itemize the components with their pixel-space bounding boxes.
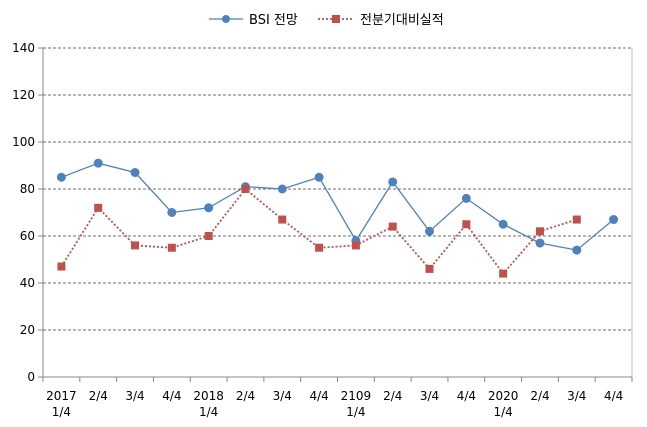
y-tick-label: 40 <box>20 276 35 290</box>
data-point <box>241 185 250 193</box>
y-tick-label: 120 <box>12 88 35 102</box>
data-point <box>57 262 66 271</box>
x-tick-label: 3/4 <box>125 389 144 403</box>
legend-label: BSI 전망 <box>249 13 298 28</box>
data-point <box>93 158 103 168</box>
y-tick-label: 80 <box>20 182 35 196</box>
data-point <box>425 264 434 273</box>
x-tick-label: 2018 <box>193 389 224 403</box>
data-point <box>572 245 582 255</box>
data-point <box>56 172 66 182</box>
x-tick-label: 3/4 <box>567 389 586 403</box>
y-tick-label: 140 <box>12 41 35 55</box>
x-axis-ticks: 2017 1/4 2/4 3/4 4/4 2018 1/4 2/4 3/4 4/4 2109 1/4 2… <box>46 389 623 419</box>
data-point <box>535 227 544 236</box>
axes <box>38 47 633 382</box>
x-tick-label-year-quarter: 1/4 <box>199 405 218 419</box>
data-point <box>425 226 435 236</box>
data-point <box>388 177 398 187</box>
series-group <box>56 158 619 278</box>
x-tick-label: 2020 <box>488 389 519 403</box>
data-point <box>167 243 176 252</box>
x-tick-label: 4/4 <box>162 389 181 403</box>
data-point <box>167 208 177 217</box>
data-point <box>351 241 360 250</box>
x-tick-label-year-quarter: 1/4 <box>346 405 365 419</box>
data-point <box>315 243 324 252</box>
x-tick-label: 2109 <box>341 389 372 403</box>
data-point <box>572 215 581 224</box>
legend-marker-square <box>332 15 340 23</box>
data-point <box>609 215 619 225</box>
data-point <box>278 215 287 224</box>
data-point <box>130 168 140 178</box>
x-tick-label: 4/4 <box>457 389 476 403</box>
data-point <box>462 220 471 229</box>
grid-lines <box>43 47 632 331</box>
data-point <box>131 241 140 250</box>
data-point <box>204 203 214 213</box>
data-point <box>314 172 324 182</box>
data-point <box>498 219 508 229</box>
y-axis-ticks: 0 20 40 60 80 100 120 140 <box>12 41 35 384</box>
series-line-1 <box>60 187 578 276</box>
x-tick-label: 2/4 <box>530 389 549 403</box>
data-point <box>499 269 508 278</box>
data-point <box>204 232 213 240</box>
x-tick-label: 2/4 <box>236 389 255 403</box>
legend-label: 전분기대비실적 <box>360 13 444 28</box>
data-point <box>388 222 397 231</box>
x-tick-label-year-quarter: 1/4 <box>494 405 513 419</box>
y-tick-label: 0 <box>27 370 35 384</box>
data-point <box>535 238 545 248</box>
data-point <box>461 193 471 203</box>
y-tick-label: 20 <box>20 323 35 337</box>
x-tick-label: 4/4 <box>604 389 623 403</box>
x-tick-label: 2/4 <box>89 389 108 403</box>
x-tick-label: 3/4 <box>273 389 292 403</box>
x-tick-label: 4/4 <box>309 389 328 403</box>
y-tick-label: 60 <box>20 229 35 243</box>
data-point <box>94 203 103 212</box>
y-tick-label: 100 <box>12 135 35 149</box>
data-point <box>277 184 287 194</box>
x-tick-label-year-quarter: 1/4 <box>52 405 71 419</box>
series-line-0 <box>61 162 615 251</box>
x-tick-label: 3/4 <box>420 389 439 403</box>
chart-legend: BSI 전망 전분기대비실적 <box>209 13 444 28</box>
legend-marker-circle <box>222 15 230 23</box>
x-tick-label: 2017 <box>46 389 77 403</box>
x-tick-label: 2/4 <box>383 389 402 403</box>
